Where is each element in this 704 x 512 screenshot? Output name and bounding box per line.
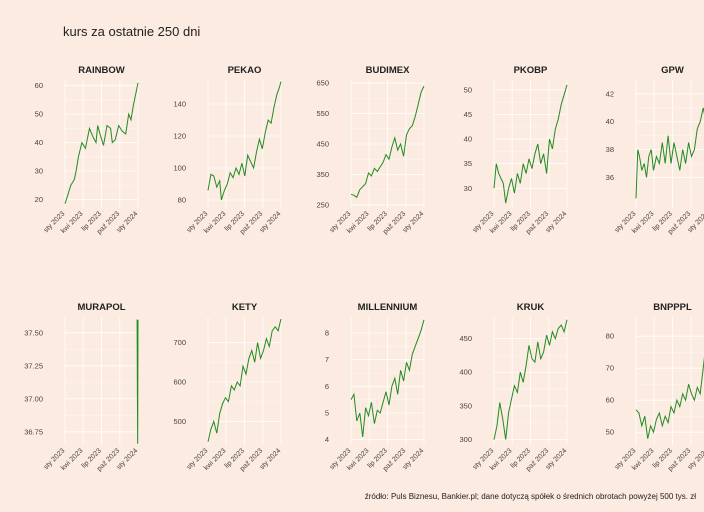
- y-tick-label: 42: [606, 89, 614, 98]
- y-tick-label: 37.00: [24, 394, 43, 403]
- y-tick-label: 38: [606, 145, 614, 154]
- y-tick-label: 140: [173, 100, 186, 109]
- y-tick-label: 450: [459, 334, 472, 343]
- y-tick-label: 6: [325, 382, 329, 391]
- panel-title: GPW: [661, 65, 684, 76]
- y-tick-label: 100: [173, 164, 186, 173]
- y-tick-label: 400: [459, 368, 472, 377]
- y-tick-label: 250: [316, 200, 329, 209]
- price-line-bnpppl: [635, 356, 704, 439]
- price-line-millennium: [350, 319, 425, 438]
- y-tick-label: 650: [316, 79, 329, 88]
- panel-title: KETY: [232, 302, 258, 313]
- y-tick-label: 35: [464, 159, 472, 168]
- y-tick-label: 70: [606, 364, 614, 373]
- price-line-gpw: [635, 107, 704, 199]
- panel-title: MILLENNIUM: [358, 302, 418, 313]
- panel-title: MURAPOL: [77, 302, 125, 313]
- y-tick-label: 60: [35, 81, 43, 90]
- panel-title: PEKAO: [228, 65, 262, 76]
- y-tick-label: 80: [606, 332, 614, 341]
- price-line-rainbow: [64, 82, 139, 204]
- panel-title: RAINBOW: [78, 65, 124, 76]
- y-tick-label: 20: [35, 195, 43, 204]
- y-tick-label: 40: [35, 138, 43, 147]
- y-tick-label: 50: [464, 85, 472, 94]
- price-line-kety: [207, 318, 282, 442]
- y-tick-label: 700: [173, 338, 186, 347]
- panel-title: KRUK: [517, 302, 545, 313]
- price-line-murapol: [136, 319, 139, 444]
- y-tick-label: 36.75: [24, 427, 43, 436]
- y-tick-label: 30: [35, 167, 43, 176]
- y-tick-label: 45: [464, 110, 472, 119]
- y-tick-label: 5: [325, 409, 329, 418]
- y-tick-label: 36: [606, 173, 614, 182]
- y-tick-label: 7: [325, 355, 329, 364]
- price-line-kruk: [493, 319, 568, 440]
- y-tick-label: 350: [459, 401, 472, 410]
- y-tick-label: 80: [178, 196, 186, 205]
- y-tick-label: 550: [316, 109, 329, 118]
- price-line-pkobp: [493, 84, 568, 204]
- chart-title: kurs za ostatnie 250 dni: [63, 24, 201, 39]
- y-tick-label: 450: [316, 140, 329, 149]
- y-tick-label: 37.50: [24, 328, 43, 337]
- source-note: źródło: Puls Biznesu, Bankier.pl; dane d…: [364, 492, 696, 501]
- y-tick-label: 120: [173, 132, 186, 141]
- y-tick-label: 350: [316, 170, 329, 179]
- price-line-pekao: [207, 81, 282, 201]
- y-tick-label: 50: [35, 110, 43, 119]
- y-tick-label: 8: [325, 329, 329, 338]
- price-line-budimex: [350, 85, 425, 199]
- panel-title: PKOBP: [514, 65, 548, 76]
- y-tick-label: 40: [606, 117, 614, 126]
- y-tick-label: 60: [606, 396, 614, 405]
- y-tick-label: 4: [325, 435, 329, 444]
- y-tick-label: 600: [173, 377, 186, 386]
- y-tick-label: 40: [464, 135, 472, 144]
- y-tick-label: 37.25: [24, 361, 43, 370]
- y-tick-label: 300: [459, 435, 472, 444]
- panel-title: BUDIMEX: [366, 65, 410, 76]
- y-tick-label: 500: [173, 417, 186, 426]
- y-tick-label: 30: [464, 184, 472, 193]
- panel-title: BNPPPL: [653, 302, 692, 313]
- y-tick-label: 50: [606, 428, 614, 437]
